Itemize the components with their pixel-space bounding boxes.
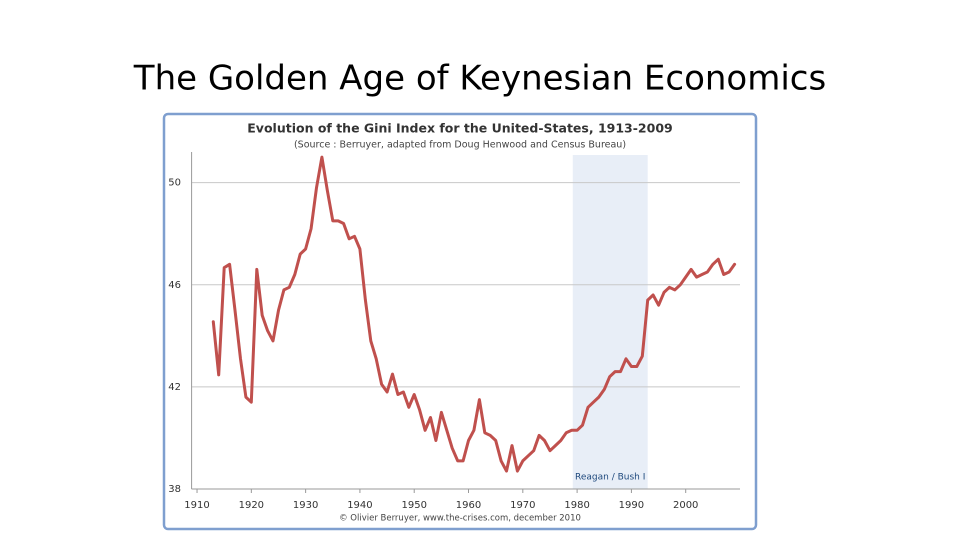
x-tick-label: 1970: [510, 500, 535, 511]
chart-title: Evolution of the Gini Index for the Unit…: [247, 121, 672, 136]
shaded-label: Reagan / Bush I: [575, 473, 645, 483]
x-tick-label: 1910: [184, 500, 209, 511]
x-tick-label: 2000: [673, 500, 698, 511]
x-tick-label: 1950: [401, 500, 426, 511]
y-tick-label: 38: [168, 484, 181, 495]
chart-subtitle: (Source : Berruyer, adapted from Doug He…: [294, 140, 626, 151]
chart-frame: [162, 112, 758, 531]
y-tick-label: 42: [168, 382, 181, 393]
y-tick-label: 46: [168, 280, 181, 291]
x-tick-label: 1920: [239, 500, 264, 511]
y-tick-label: 50: [168, 178, 181, 189]
x-tick-label: 1960: [456, 500, 481, 511]
x-tick-label: 1930: [293, 500, 318, 511]
x-tick-label: 1940: [347, 500, 372, 511]
source-note: © Olivier Berruyer, www.the-crises.com, …: [339, 514, 581, 524]
shaded-region: [572, 155, 648, 489]
gini-line: [211, 155, 737, 473]
x-tick-label: 1990: [619, 500, 644, 511]
slide-title: The Golden Age of Keynesian Economics: [133, 59, 826, 99]
x-tick-label: 1980: [564, 500, 589, 511]
